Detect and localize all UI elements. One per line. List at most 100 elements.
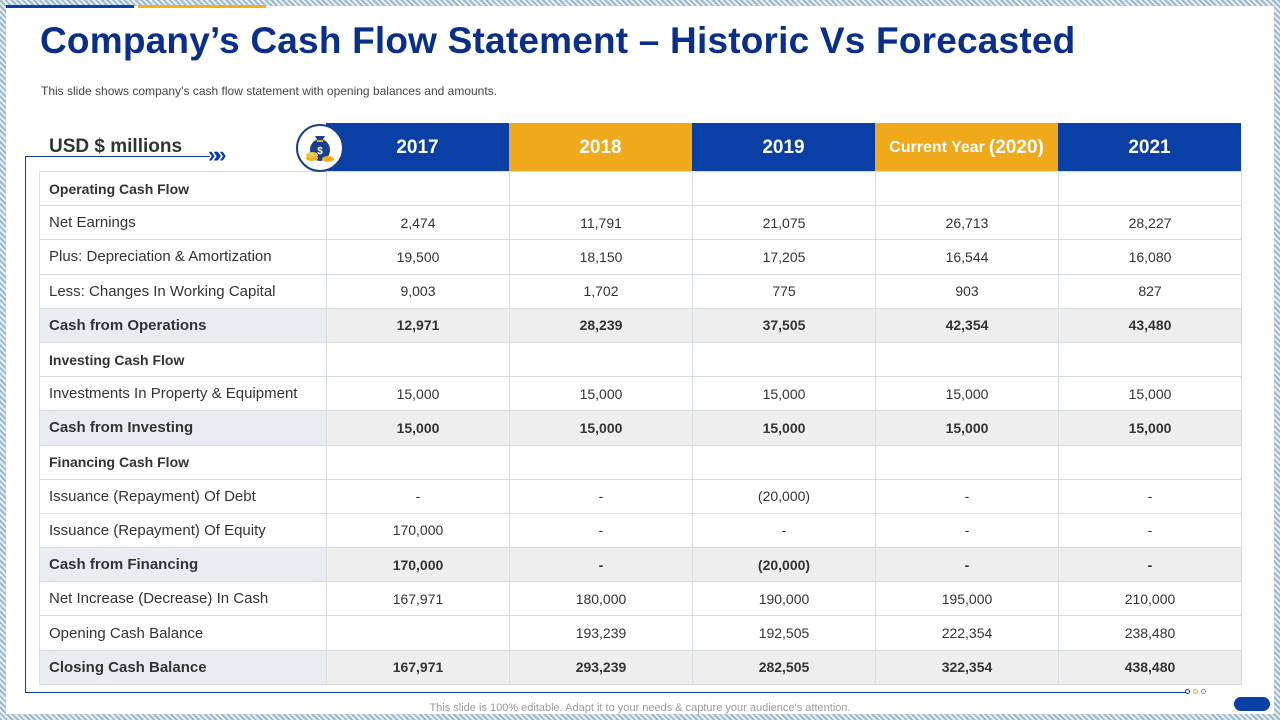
table-row: Investing Cash Flow [39,341,1242,378]
row-value [692,341,876,378]
row-value: - [692,512,876,549]
row-value: 15,000 [875,410,1059,446]
row-value [875,444,1059,480]
row-label: Operating Cash Flow [39,170,327,207]
row-label: Issuance (Repayment) Of Debt [39,478,327,514]
header-current-value: (2020) [988,136,1044,158]
row-value [326,170,510,207]
row-value [326,341,510,378]
table-row: Cash from Operations 12,971 28,239 37,505 42… [39,307,1242,343]
row-value: 15,000 [875,376,1059,412]
row-value: 21,075 [692,205,876,241]
row-value: 11,791 [509,205,693,241]
row-label: Investments In Property & Equipment [39,376,327,412]
row-value: 12,971 [326,307,510,343]
decor-line-top [25,156,210,157]
row-value: - [509,547,693,583]
row-value: 180,000 [509,581,693,617]
row-value [509,170,693,207]
row-label: Investing Cash Flow [39,341,327,378]
table-row: Financing Cash Flow [39,444,1242,480]
row-value [326,444,510,480]
row-value [875,341,1059,378]
row-label: Net Earnings [39,205,327,241]
row-label: Closing Cash Balance [39,649,327,685]
row-value: 170,000 [326,512,510,549]
row-label: Net Increase (Decrease) In Cash [39,581,327,617]
row-value: 322,354 [875,649,1059,685]
row-label: Issuance (Repayment) Of Equity [39,512,327,549]
decor-pill [1234,697,1270,711]
row-value [692,170,876,207]
chevron-right-icon: »» [208,142,227,167]
row-value: 282,505 [692,649,876,685]
row-value: 15,000 [509,410,693,446]
row-value: 193,239 [509,615,693,651]
row-value: - [509,478,693,514]
row-label: Plus: Depreciation & Amortization [39,239,327,275]
decor-line-bottom [25,692,1187,693]
row-value: 15,000 [326,410,510,446]
header-current-prefix: Current Year [889,138,985,156]
row-value: 222,354 [875,615,1059,651]
row-value: 903 [875,273,1059,309]
row-value: 293,239 [509,649,693,685]
table-row: Closing Cash Balance 167,971 293,239 282,50… [39,649,1242,685]
row-value: - [875,547,1059,583]
table-row: Net Increase (Decrease) In Cash 167,971 18… [39,581,1242,617]
row-value: (20,000) [692,547,876,583]
header-current-year: Current Year (2020) [875,123,1058,172]
row-value: 775 [692,273,876,309]
row-value: 15,000 [326,376,510,412]
row-value: 192,505 [692,615,876,651]
header-2018: 2018 [509,123,692,172]
row-value [692,444,876,480]
cash-flow-table: Operating Cash Flow Net Earnings 2,474 11,7… [39,170,1242,685]
row-value: 15,000 [1058,410,1242,446]
row-value: - [875,512,1059,549]
row-value: 15,000 [692,376,876,412]
row-value: 2,474 [326,205,510,241]
table-row: Issuance (Repayment) Of Debt - - (20,000) - - [39,478,1242,514]
row-label: Less: Changes In Working Capital [39,273,327,309]
row-value: - [1058,547,1242,583]
row-value: 16,544 [875,239,1059,275]
footer-note: This slide is 100% editable. Adapt it to… [429,702,851,714]
row-label: Cash from Operations [39,307,327,343]
svg-text:$: $ [317,146,323,157]
row-value: - [1058,512,1242,549]
row-value: 26,713 [875,205,1059,241]
row-value: 195,000 [875,581,1059,617]
row-value: - [509,512,693,549]
row-value [509,444,693,480]
row-value: 170,000 [326,547,510,583]
decor-dots [1185,689,1206,694]
row-value: 43,480 [1058,307,1242,343]
row-value: 19,500 [326,239,510,275]
row-label: Financing Cash Flow [39,444,327,480]
row-value [326,615,510,651]
decor-line-vertical [25,156,26,692]
row-value: - [875,478,1059,514]
row-value [875,170,1059,207]
table-row: Operating Cash Flow [39,170,1242,207]
row-value: 827 [1058,273,1242,309]
row-value: 17,205 [692,239,876,275]
table-row: Plus: Depreciation & Amortization 19,500 1… [39,239,1242,275]
row-value: 16,080 [1058,239,1242,275]
year-header-row: 2017 2018 2019 Current Year (2020) 2021 [326,123,1241,172]
row-value [1058,170,1242,207]
table-row: Issuance (Repayment) Of Equity 170,000- - -… [39,512,1242,549]
page-title: Company’s Cash Flow Statement – Historic… [40,20,1076,61]
row-value [1058,444,1242,480]
page-subtitle: This slide shows company’s cash flow sta… [41,84,498,98]
row-value: - [326,478,510,514]
header-2019: 2019 [692,123,875,172]
row-value: 1,702 [509,273,693,309]
header-2021: 2021 [1058,123,1241,172]
row-value: 42,354 [875,307,1059,343]
table-row: Opening Cash Balance 193,239 192,505 222,35… [39,615,1242,651]
table-row: Net Earnings 2,474 11,791 21,075 26,713 28,22… [39,205,1242,241]
row-value: (20,000) [692,478,876,514]
row-value: 28,227 [1058,205,1242,241]
